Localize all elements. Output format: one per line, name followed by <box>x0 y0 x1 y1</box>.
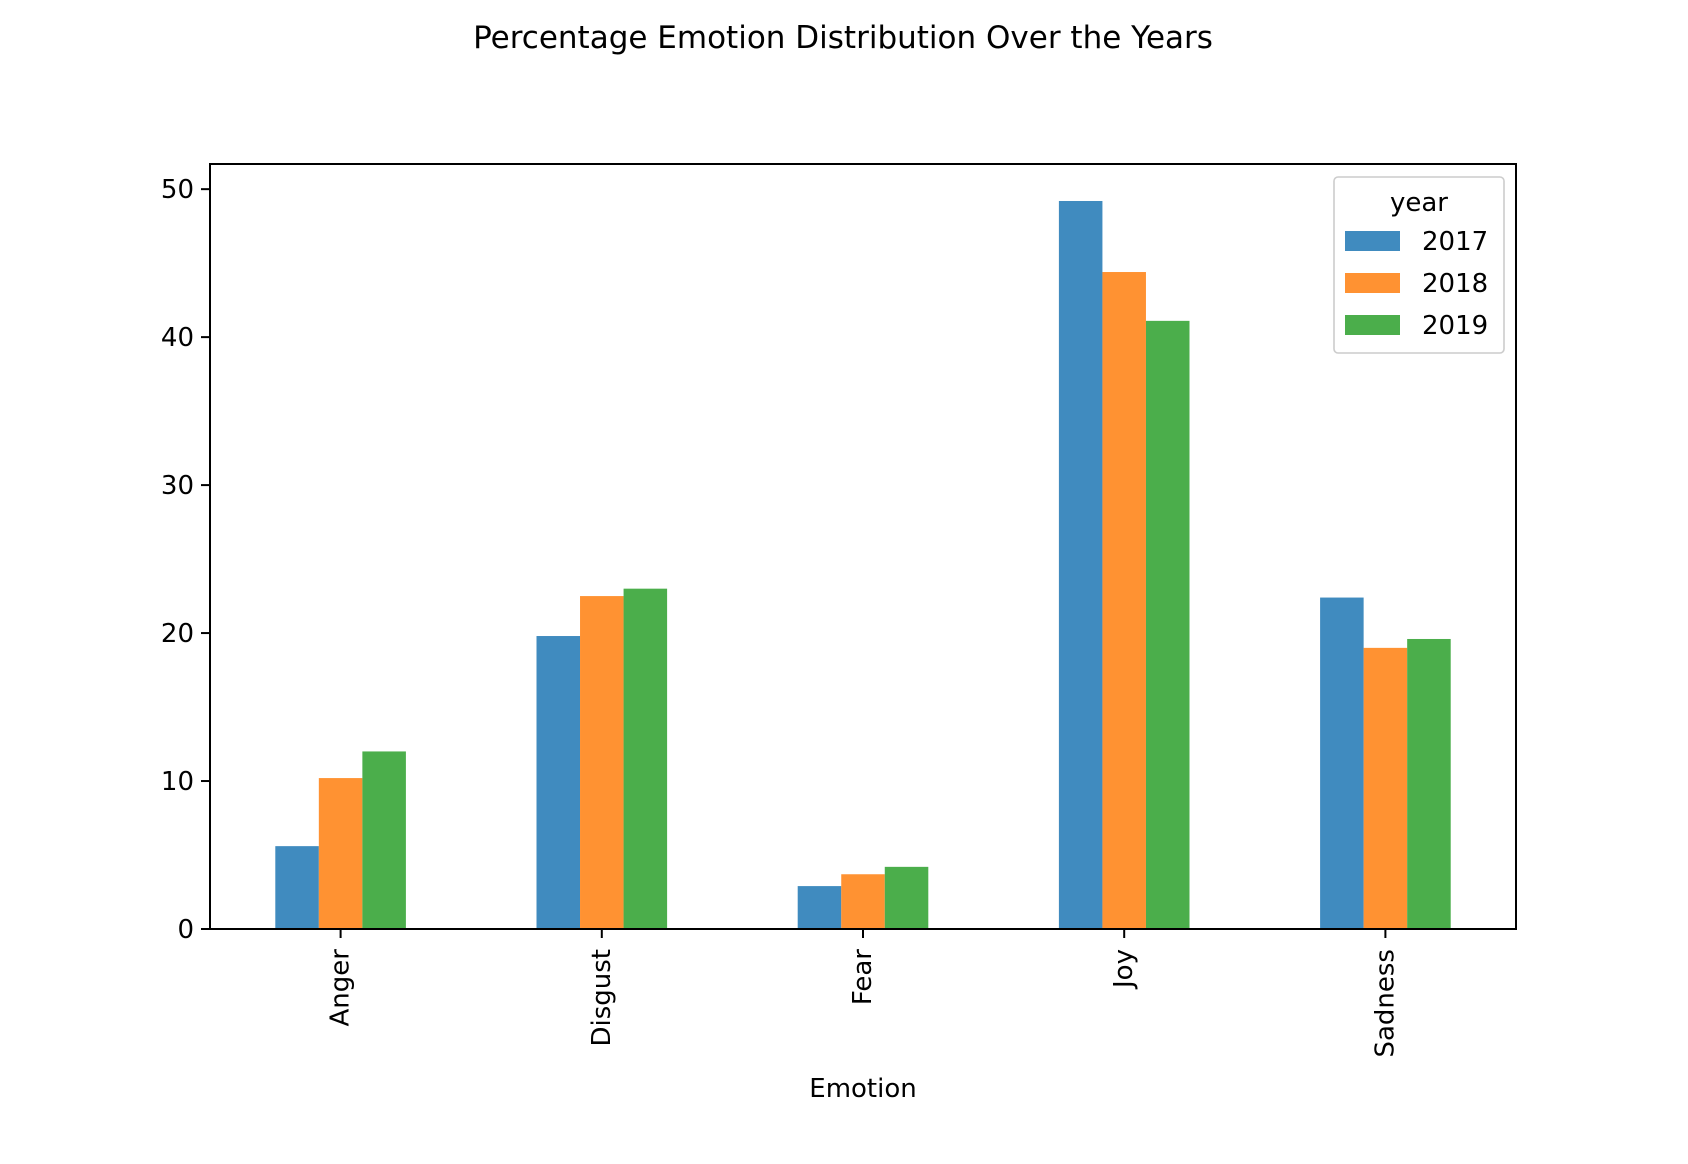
bar-anger-2017 <box>275 846 319 929</box>
bar-anger-2019 <box>362 751 406 929</box>
bar-sadness-2018 <box>1363 647 1408 929</box>
bar-fear-2019 <box>884 866 929 929</box>
bar-disgust-2019 <box>623 588 668 929</box>
plot-frame <box>209 163 1517 930</box>
bar-joy-2017 <box>1058 200 1103 930</box>
bar-sadness-2019 <box>1407 638 1451 929</box>
legend: year 2017 2018 2019 <box>1333 176 1505 354</box>
legend-swatch-2018 <box>1345 273 1400 293</box>
bars-layer <box>275 200 1451 930</box>
legend-label-2019: 2019 <box>1422 311 1488 341</box>
y-tick-label: 10 <box>161 767 194 797</box>
x-axis-label: Emotion <box>809 1074 916 1104</box>
y-tick-label: 0 <box>177 915 194 945</box>
legend-swatch-2019 <box>1345 315 1400 335</box>
legend-box <box>1333 176 1505 354</box>
x-tick-label-fear: Fear <box>848 949 878 1005</box>
y-tick-label: 30 <box>161 471 194 501</box>
y-tick-label: 20 <box>161 619 194 649</box>
bar-anger-2018 <box>318 778 363 929</box>
legend-label-2018: 2018 <box>1422 269 1488 299</box>
y-tick-label: 50 <box>161 175 194 205</box>
y-tick-label: 40 <box>161 323 194 353</box>
bar-fear-2017 <box>797 886 842 929</box>
bar-fear-2018 <box>841 874 885 929</box>
x-tick-label-sadness: Sadness <box>1370 949 1400 1058</box>
chart-title: Percentage Emotion Distribution Over the… <box>473 20 1213 56</box>
x-tick-label-anger: Anger <box>326 949 356 1027</box>
legend-label-2017: 2017 <box>1422 227 1488 257</box>
bar-disgust-2018 <box>580 596 624 929</box>
bar-joy-2019 <box>1145 320 1190 930</box>
bar-joy-2018 <box>1102 272 1146 929</box>
y-axis: 0 10 20 30 40 50 <box>161 175 210 945</box>
legend-swatch-2017 <box>1345 231 1400 251</box>
bar-sadness-2017 <box>1320 597 1364 929</box>
legend-title: year <box>1390 188 1448 218</box>
x-axis: Anger Disgust Fear Joy Sadness <box>326 929 1400 1058</box>
bar-disgust-2017 <box>536 636 581 929</box>
x-tick-label-joy: Joy <box>1109 949 1139 990</box>
x-tick-label-disgust: Disgust <box>587 949 617 1047</box>
